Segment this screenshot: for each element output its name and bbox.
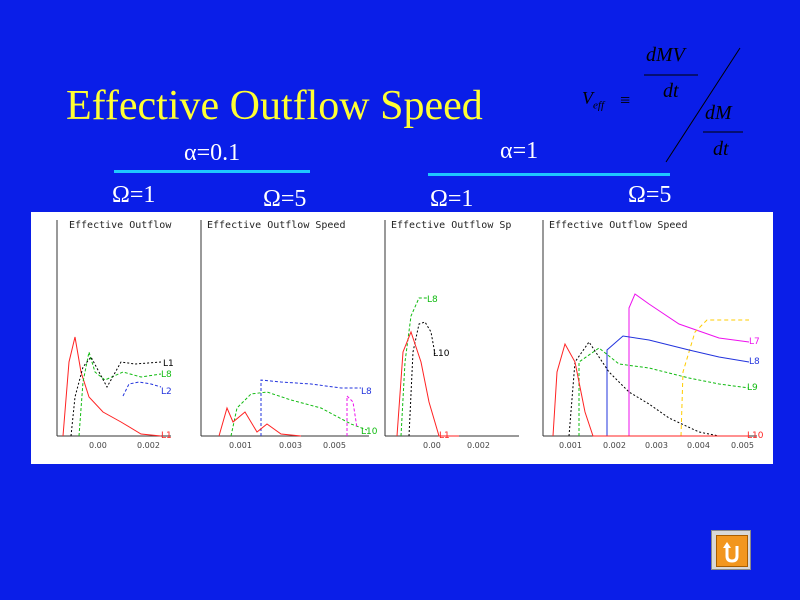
panel-1-curve-blue <box>122 381 162 397</box>
panel-4-xtick-2: 0.002 <box>603 441 626 450</box>
group-underline-1 <box>114 170 310 173</box>
panel-1-label-3: L2 <box>161 387 172 397</box>
panel-4-curve-red <box>552 342 749 437</box>
plot-panels: Effective Outflow 0.00 0.002 L1 L8 L2 L1… <box>31 212 773 464</box>
panel-4-label-1: L7 <box>749 337 760 347</box>
panel-4-label-4: L10 <box>747 431 764 441</box>
panel-3-xtick-2: 0.002 <box>467 441 490 450</box>
return-button[interactable] <box>711 530 751 570</box>
formula-den-bottom: dt <box>713 138 729 160</box>
panel-1-xtick-1: 0.00 <box>89 441 107 450</box>
panel-4: Effective Outflow Speed 0.001 0.002 0.00… <box>542 220 764 450</box>
panel-2-label-2: L10 <box>361 427 378 437</box>
panel-2-curve-magenta <box>346 394 358 436</box>
panel-1-curve-green <box>78 351 162 437</box>
panel-2-xtick-3: 0.005 <box>323 441 346 450</box>
panel-1-xtick-2: 0.002 <box>137 441 160 450</box>
panel-3: Effective Outflow Sp 0.00 0.002 L8 L10 L… <box>384 220 519 450</box>
panel-3-label-2: L10 <box>433 349 450 359</box>
panel-1-title: Effective Outflow <box>69 220 172 231</box>
panel-3-title: Effective Outflow Sp <box>391 220 511 231</box>
formula-num-top: dMV <box>646 44 685 66</box>
panel-3-curve-green <box>400 297 427 437</box>
plots-svg: Effective Outflow 0.00 0.002 L1 L8 L2 L1… <box>56 220 764 450</box>
panel-1-curve-black <box>70 356 162 437</box>
panel-4-label-3: L9 <box>747 383 758 393</box>
return-arrow-icon <box>716 535 748 567</box>
panel-3-label-3: L1 <box>439 431 450 441</box>
panel-1-label-1: L1 <box>163 359 174 369</box>
panel-3-curve-red <box>396 330 459 437</box>
formula-den-top: dM <box>705 102 732 124</box>
panel-4-xtick-1: 0.001 <box>559 441 582 450</box>
omega-label-2: Ω=5 <box>263 186 307 212</box>
formula-lhs: Veff <box>582 88 604 112</box>
panel-1: Effective Outflow 0.00 0.002 L1 L8 L2 L1 <box>56 220 174 450</box>
panel-2-title: Effective Outflow Speed <box>207 220 345 231</box>
panel-4-title: Effective Outflow Speed <box>549 220 687 231</box>
panel-4-curve-yellow <box>680 319 749 437</box>
panel-2-xtick-2: 0.003 <box>279 441 302 450</box>
formula-fraction-lines <box>644 47 743 163</box>
panel-2-curve-green <box>230 391 368 437</box>
veff-formula: Veff ≡ dMV dt dM dt <box>580 40 790 170</box>
panel-1-curve-red <box>62 336 162 437</box>
panel-4-curve-black <box>568 341 720 437</box>
formula-num-bottom: dt <box>663 80 679 102</box>
group-underline-2 <box>428 173 670 176</box>
panel-4-curve-green <box>578 347 750 436</box>
panel-2-curve-red <box>218 406 302 437</box>
slide-title: Effective Outflow Speed <box>66 83 483 129</box>
formula-equiv: ≡ <box>620 90 631 110</box>
panel-3-label-1: L8 <box>427 295 438 305</box>
panel-4-xtick-5: 0.005 <box>731 441 754 450</box>
panel-4-xtick-4: 0.004 <box>687 441 710 450</box>
omega-label-3: Ω=1 <box>430 186 474 212</box>
panel-4-curve-magenta <box>628 293 750 436</box>
panel-1-label-4: L1 <box>161 431 172 441</box>
panel-2-xtick-1: 0.001 <box>229 441 252 450</box>
panel-4-curve-blue <box>606 335 750 436</box>
panel-4-xtick-3: 0.003 <box>645 441 668 450</box>
alpha-label-1: α=0.1 <box>184 140 241 166</box>
panel-3-xtick-1: 0.00 <box>423 441 441 450</box>
alpha-label-2: α=1 <box>500 138 539 164</box>
panel-4-label-2: L8 <box>749 357 760 367</box>
omega-label-4: Ω=5 <box>628 182 672 208</box>
panel-2-label-1: L8 <box>361 387 372 397</box>
panel-2: Effective Outflow Speed 0.001 0.003 0.00… <box>200 220 378 450</box>
panel-2-curve-blue <box>260 379 361 436</box>
omega-label-1: Ω=1 <box>112 182 156 208</box>
panel-1-label-2: L8 <box>161 370 172 380</box>
